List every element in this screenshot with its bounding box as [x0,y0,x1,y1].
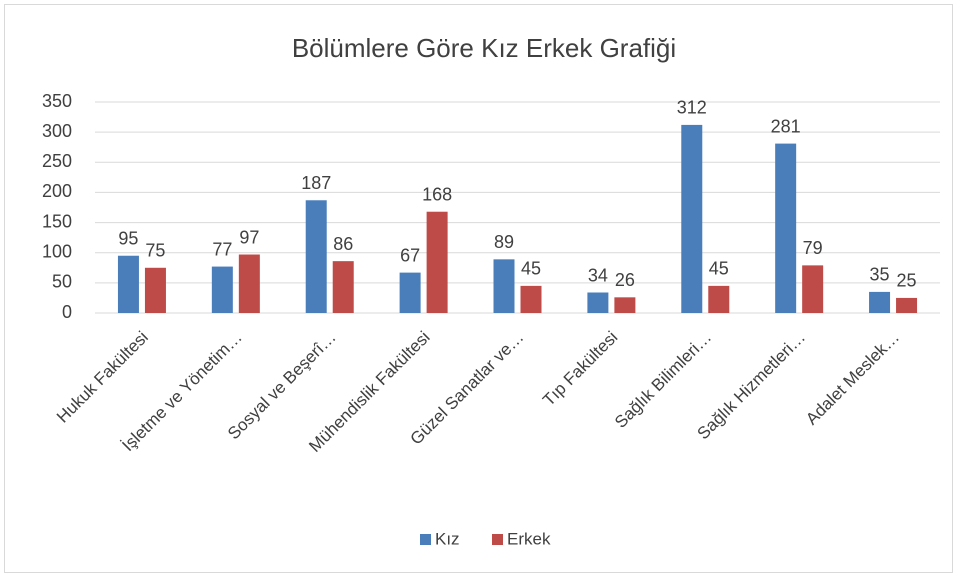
bar [681,124,703,313]
bar [211,266,233,313]
data-label: 45 [709,259,729,279]
y-tick-label: 350 [42,91,72,111]
bar [520,285,542,313]
bar [238,254,260,313]
data-label: 77 [212,239,232,259]
y-tick-label: 50 [52,272,72,292]
y-tick-label: 0 [62,302,72,322]
bar [332,261,354,313]
bar [493,259,515,313]
y-tick-label: 150 [42,211,72,231]
legend-swatch [492,534,503,545]
y-tick-label: 200 [42,181,72,201]
y-tick-label: 100 [42,241,72,261]
y-tick-label: 300 [42,121,72,141]
data-label: 89 [494,232,514,252]
data-label: 75 [145,241,165,261]
data-label: 97 [239,227,259,247]
data-label: 86 [333,234,353,254]
legend-swatch [420,534,431,545]
bar [614,297,636,313]
data-label: 168 [422,184,452,204]
data-label: 25 [897,271,917,291]
data-label: 79 [803,238,823,258]
data-label: 35 [870,265,890,285]
data-label: 34 [588,265,608,285]
bar [869,291,891,313]
bar [708,285,730,313]
bar [802,265,824,313]
data-label: 281 [771,116,801,136]
data-label: 26 [615,270,635,290]
data-label: 187 [301,173,331,193]
bar [426,211,448,313]
bar [305,200,327,313]
data-label: 67 [400,245,420,265]
data-label: 95 [118,228,138,248]
bar [144,267,166,313]
data-label: 45 [521,259,541,279]
bar [587,292,609,313]
y-tick-label: 250 [42,151,72,171]
bar [896,297,918,313]
bar [399,272,421,313]
chart-title: Bölümlere Göre Kız Erkek Grafiği [292,33,676,63]
legend-label: Kız [435,529,460,548]
bar [775,143,797,313]
legend-label: Erkek [507,529,551,548]
data-label: 312 [677,98,707,118]
bar [117,255,139,313]
